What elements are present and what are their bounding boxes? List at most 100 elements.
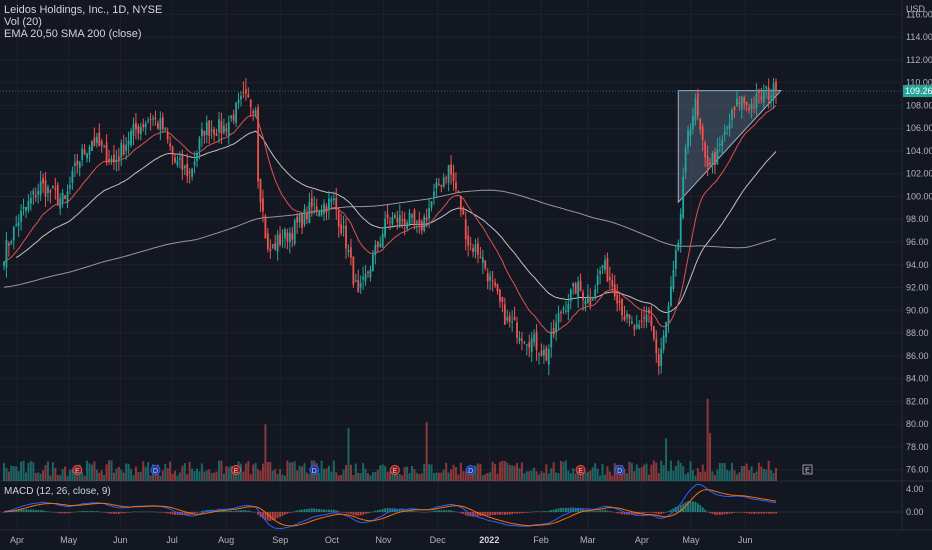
- macd-histogram-bar: [552, 509, 555, 512]
- volume-bar: [506, 462, 509, 481]
- macd-histogram-bar: [442, 510, 445, 512]
- symbol-title[interactable]: Leidos Holdings, Inc., 1D, NYSE: [4, 4, 163, 16]
- volume-bar: [44, 464, 47, 481]
- macd-histogram-bar: [528, 512, 531, 513]
- candle-body: [91, 140, 93, 151]
- candle-body: [301, 214, 303, 228]
- candle-body: [545, 348, 548, 361]
- candle-body: [538, 353, 540, 355]
- candle-body: [401, 219, 404, 221]
- price-tick-label: 92.00: [906, 283, 929, 293]
- volume-bar: [606, 466, 609, 481]
- volume-bar: [625, 473, 628, 481]
- candle-body: [714, 152, 716, 165]
- volume-bar: [191, 468, 194, 481]
- volume-bar: [56, 474, 59, 481]
- volume-bar: [574, 473, 577, 481]
- candle-body: [56, 185, 59, 204]
- candle-body: [611, 279, 614, 287]
- candle-body: [623, 316, 626, 320]
- macd-histogram-bar: [357, 512, 360, 516]
- candle-body: [757, 90, 760, 93]
- candle-body: [716, 149, 719, 165]
- moving-average-label[interactable]: EMA 20,50 SMA 200 (close): [4, 28, 142, 40]
- candle-body: [586, 295, 589, 303]
- volume-bar: [259, 470, 262, 481]
- candle-body: [169, 143, 172, 147]
- volume-bar: [528, 471, 531, 481]
- macd-histogram-bar: [113, 512, 115, 514]
- volume-bar: [498, 462, 501, 481]
- volume-bar: [665, 438, 668, 481]
- macd-histogram-bar: [161, 512, 164, 513]
- macd-histogram-bar: [586, 510, 589, 512]
- volume-bar: [520, 462, 523, 481]
- candle-body: [186, 163, 189, 177]
- macd-histogram-bar: [183, 512, 186, 515]
- price-tick-label: 76.00: [906, 465, 929, 475]
- volume-bar: [418, 474, 421, 481]
- macd-histogram-bar: [440, 510, 443, 512]
- volume-bar: [327, 465, 330, 481]
- macd-histogram-bar: [591, 511, 594, 512]
- macd-histogram-bar: [547, 510, 550, 512]
- macd-histogram-bar: [139, 511, 142, 513]
- volume-bar: [428, 464, 431, 481]
- macd-histogram-bar: [564, 507, 567, 512]
- candle-body: [98, 132, 101, 147]
- volume-indicator-label[interactable]: Vol (20): [4, 16, 42, 28]
- macd-histogram-bar: [562, 507, 565, 512]
- macd-histogram-bar: [674, 507, 677, 512]
- candle-body: [376, 241, 379, 248]
- candle-body: [472, 247, 474, 252]
- candle-body: [440, 184, 443, 187]
- volume-bar: [557, 473, 560, 481]
- candle-body: [379, 243, 382, 247]
- volume-bar: [459, 462, 462, 481]
- volume-bar: [215, 471, 218, 481]
- volume-bar: [367, 473, 370, 481]
- volume-bar: [423, 463, 426, 481]
- volume-bar: [601, 463, 604, 481]
- candle-body: [530, 338, 533, 353]
- macd-histogram-bar: [704, 509, 707, 512]
- ascending-triangle-pattern: [677, 90, 783, 204]
- volume-bar: [227, 467, 230, 481]
- volume-bar: [540, 471, 543, 481]
- volume-bar: [181, 465, 184, 481]
- macd-histogram-bar: [618, 512, 621, 514]
- volume-bar: [425, 422, 428, 481]
- macd-histogram-bar: [633, 512, 636, 515]
- candle-body: [3, 262, 5, 266]
- macd-histogram-bar: [640, 512, 643, 514]
- macd-histogram-bar: [27, 509, 30, 512]
- volume-bar: [127, 463, 130, 481]
- candle-body: [44, 180, 47, 197]
- dividend-marker: [614, 465, 625, 475]
- volume-bar: [330, 471, 333, 481]
- macd-histogram-bar: [738, 512, 741, 513]
- price-tick-label: 94.00: [906, 260, 929, 270]
- macd-histogram-bar: [264, 512, 267, 520]
- macd-histogram-bar: [159, 512, 162, 513]
- candle-body: [511, 321, 514, 323]
- macd-indicator-label[interactable]: MACD (12, 26, close, 9): [4, 486, 111, 497]
- candle-body: [523, 342, 526, 344]
- candle-body: [122, 144, 125, 155]
- time-axis-label: May: [683, 535, 701, 545]
- volume-bar: [34, 472, 37, 481]
- candle-body: [81, 148, 84, 161]
- candle-body: [132, 124, 135, 136]
- volume-bar: [516, 462, 519, 481]
- candle-body: [69, 184, 71, 189]
- volume-bar: [279, 469, 282, 481]
- macd-histogram-bar: [193, 512, 196, 514]
- candle-body: [767, 87, 770, 100]
- volume-bar: [611, 475, 614, 481]
- volume-bar: [27, 462, 30, 481]
- candle-body: [731, 110, 733, 120]
- candle-body: [660, 348, 663, 366]
- volume-bar: [584, 472, 587, 481]
- macd-histogram-bar: [362, 512, 365, 515]
